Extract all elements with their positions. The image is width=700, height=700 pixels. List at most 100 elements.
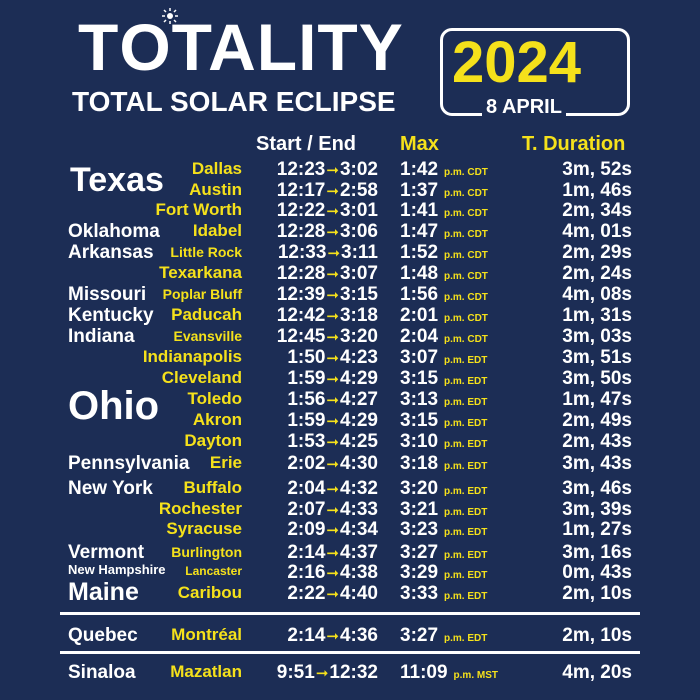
totality-duration: 1m, 27s: [562, 519, 632, 540]
time-zone: p.m. CDT: [444, 188, 488, 199]
arrow-right-icon: ➞: [326, 308, 339, 325]
city-label: Mazatlan: [170, 662, 242, 681]
start-end-time: 12:45➞3:20: [277, 327, 378, 346]
max-time: 1:41 p.m. CDT: [400, 201, 488, 220]
time-zone: p.m. CDT: [444, 334, 488, 345]
arrow-right-icon: ➞: [326, 329, 339, 346]
state-label: Maine: [68, 578, 139, 606]
state-label: Vermont: [68, 542, 145, 563]
start-time: 2:04: [287, 478, 326, 499]
max-time-value: 1:52: [400, 242, 439, 263]
state-label: Indiana: [68, 326, 135, 347]
max-time: 3:29 p.m. EDT: [400, 563, 487, 582]
start-time: 2:14: [287, 625, 326, 646]
end-time: 3:18: [339, 305, 378, 326]
start-time: 12:33: [277, 242, 327, 263]
max-time-value: 3:29: [400, 562, 439, 583]
state-label: New Hampshire: [68, 562, 166, 577]
start-end-time: 2:22➞4:40: [287, 584, 378, 603]
totality-duration: 2m, 10s: [562, 583, 632, 604]
arrow-right-icon: ➞: [326, 434, 339, 451]
start-end-time: 1:59➞4:29: [287, 369, 378, 388]
max-time: 1:37 p.m. CDT: [400, 181, 488, 200]
state-label: New York: [68, 478, 153, 499]
max-time: 3:07 p.m. EDT: [400, 348, 487, 367]
max-time: 3:23 p.m. EDT: [400, 520, 487, 539]
totality-duration: 4m, 01s: [562, 221, 632, 242]
end-time: 3:20: [339, 326, 378, 347]
max-time: 1:42 p.m. CDT: [400, 160, 488, 179]
start-end-time: 1:50➞4:23: [287, 348, 378, 367]
time-zone: p.m. EDT: [444, 376, 488, 387]
arrow-right-icon: ➞: [326, 203, 339, 220]
max-time: 3:15 p.m. EDT: [400, 411, 487, 430]
state-label-texas: Texas: [70, 161, 164, 199]
end-time: 3:07: [339, 263, 378, 284]
city-label: Indianapolis: [142, 347, 242, 366]
totality-duration: 3m, 50s: [562, 368, 632, 389]
start-time: 2:09: [287, 519, 326, 540]
start-end-time: 2:07➞4:33: [287, 500, 378, 519]
start-end-time: 9:51➞12:32: [277, 663, 378, 682]
max-time: 1:48 p.m. CDT: [400, 264, 488, 283]
start-time: 12:42: [276, 305, 326, 326]
max-time: 3:33 p.m. EDT: [400, 584, 487, 603]
divider-line: [60, 651, 640, 654]
max-time: 3:15 p.m. EDT: [400, 369, 487, 388]
date-label: 8 APRIL: [482, 97, 566, 117]
max-time-value: 1:42: [400, 159, 439, 180]
end-time: 4:36: [339, 625, 378, 646]
start-end-time: 1:56➞4:27: [287, 390, 378, 409]
end-time: 3:01: [339, 200, 378, 221]
city-label: Cleveland: [161, 368, 242, 387]
start-end-time: 12:23➞3:02: [277, 160, 378, 179]
end-time: 4:29: [339, 410, 378, 431]
end-time: 4:32: [339, 478, 378, 499]
column-header-duration: T. Duration: [522, 133, 626, 155]
city-label: Caribou: [177, 583, 242, 602]
arrow-right-icon: ➞: [326, 502, 339, 519]
max-time-value: 3:21: [400, 499, 439, 520]
arrow-right-icon: ➞: [326, 224, 339, 241]
end-time: 4:37: [339, 542, 378, 563]
start-time: 12:22: [276, 200, 326, 221]
max-time: 1:52 p.m. CDT: [400, 243, 488, 262]
time-zone: p.m. EDT: [444, 461, 488, 472]
max-time-value: 2:01: [400, 305, 439, 326]
city-label: Syracuse: [166, 519, 242, 538]
time-zone: p.m. CDT: [444, 167, 488, 178]
end-time: 4:38: [339, 562, 378, 583]
state-label: Kentucky: [68, 305, 154, 326]
start-time: 1:59: [287, 368, 326, 389]
title-o-letter: O: [119, 8, 178, 80]
totality-duration: 3m, 39s: [562, 499, 632, 520]
max-time: 3:10 p.m. EDT: [400, 432, 487, 451]
end-time: 4:33: [339, 499, 378, 520]
totality-duration: 2m, 24s: [562, 263, 632, 284]
arrow-right-icon: ➞: [326, 287, 339, 304]
arrow-right-icon: ➞: [326, 162, 339, 179]
start-end-time: 1:53➞4:25: [287, 432, 378, 451]
city-label: Dayton: [184, 431, 242, 450]
totality-duration: 1m, 47s: [562, 389, 632, 410]
time-zone: p.m. CDT: [444, 313, 488, 324]
max-time-value: 1:37: [400, 180, 439, 201]
max-time: 3:20 p.m. EDT: [400, 479, 487, 498]
end-time: 4:23: [339, 347, 378, 368]
totality-duration: 2m, 29s: [562, 242, 632, 263]
state-label: Missouri: [68, 284, 147, 305]
city-label: Austin: [189, 180, 242, 199]
start-time: 12:17: [276, 180, 326, 201]
time-zone: p.m. EDT: [444, 550, 488, 561]
city-label: Lancaster: [185, 564, 242, 578]
divider-line: [60, 612, 640, 615]
time-zone: p.m. MST: [453, 670, 498, 681]
time-zone: p.m. CDT: [444, 208, 488, 219]
state-label: Pennsylvania: [68, 453, 190, 474]
totality-duration: 2m, 43s: [562, 431, 632, 452]
time-zone: p.m. CDT: [444, 271, 488, 282]
end-time: 4:25: [339, 431, 378, 452]
state-label: Sinaloa: [68, 662, 136, 683]
city-label: Texarkana: [159, 263, 242, 282]
time-zone: p.m. CDT: [444, 292, 488, 303]
